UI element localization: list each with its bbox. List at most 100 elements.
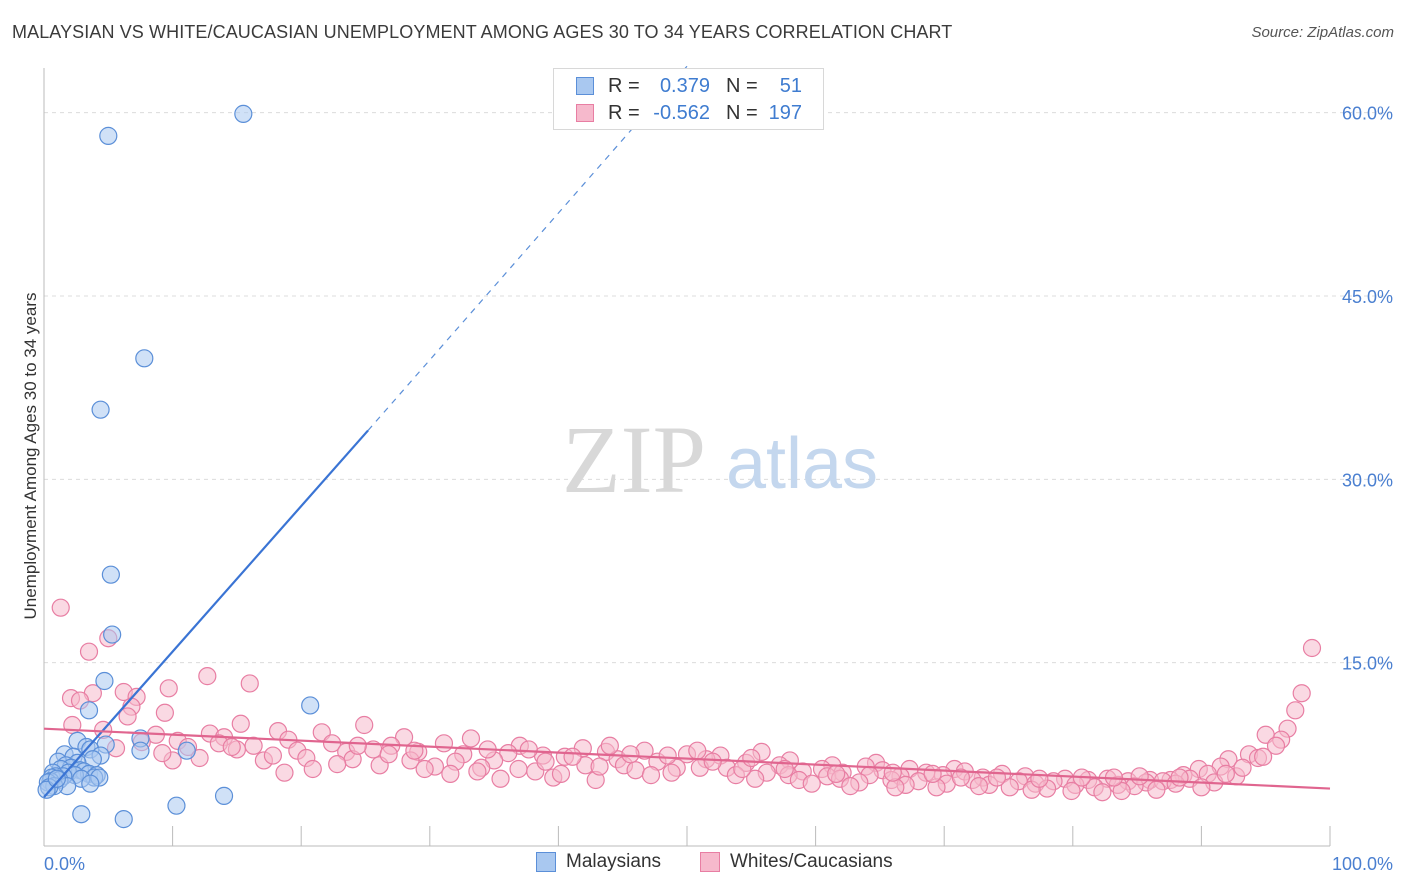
white-point (441, 764, 460, 783)
white-point (1062, 781, 1081, 801)
white-point (509, 759, 528, 779)
r-label: R = (608, 101, 640, 124)
malaysian-point (99, 126, 118, 145)
white-point (703, 752, 722, 771)
trend-lines (43, 65, 1331, 798)
malaysian-point (103, 625, 122, 644)
white-point (536, 752, 555, 771)
white-point (827, 764, 846, 783)
malaysian-point (177, 741, 196, 760)
data-points (37, 104, 1322, 829)
white-point (153, 744, 172, 763)
y-tick-label: 15.0% (1342, 654, 1393, 674)
white-point (802, 774, 821, 793)
blue-swatch (576, 77, 594, 95)
white-point (551, 764, 571, 783)
white-point (263, 746, 283, 765)
white-point (155, 703, 174, 722)
correlation-legend: R = 0.379 N = 51 R = -0.562 N = 197 (553, 68, 824, 130)
white-point (240, 674, 259, 693)
y-tick-label: 45.0% (1342, 287, 1393, 307)
white-point (658, 746, 677, 765)
n-label: N = (726, 101, 758, 124)
malaysian-point (91, 400, 110, 419)
white-point (590, 757, 609, 776)
grid-lines (44, 112, 1392, 664)
malaysian-trend-line (43, 429, 369, 798)
malaysian-point (114, 810, 133, 829)
white-point (969, 777, 989, 796)
white-point (379, 745, 398, 764)
white-point (600, 736, 619, 755)
malaysian-point (301, 696, 320, 715)
white-point (159, 679, 178, 698)
white-point (1233, 758, 1252, 777)
white-point (563, 747, 582, 766)
legend-label-whites: Whites/Caucasians (730, 851, 893, 872)
x-tick-label: 100.0% (1332, 854, 1393, 874)
malaysian-point (131, 741, 150, 760)
malaysian-point (214, 786, 234, 805)
white-point (434, 734, 454, 753)
r-value: -0.562 (653, 101, 710, 124)
white-point (198, 667, 217, 686)
legend-item-whites[interactable]: Whites/Caucasians (700, 851, 893, 873)
white-point (621, 745, 640, 764)
malaysian-point (234, 104, 253, 123)
white-point (468, 762, 487, 781)
white-point (303, 759, 322, 779)
white-point (461, 729, 481, 748)
malaysian-point (79, 701, 99, 720)
white-point (244, 736, 263, 755)
white-point (883, 763, 902, 782)
white-point (415, 759, 434, 779)
white-point (355, 715, 374, 735)
white-point (491, 769, 510, 788)
white-point (1292, 684, 1311, 703)
malaysian-trend-extension (367, 65, 688, 431)
white-point (841, 777, 860, 796)
n-value: 197 (768, 101, 802, 124)
pink-swatch (576, 104, 594, 122)
white-point (328, 755, 347, 774)
malaysian-point (101, 565, 120, 584)
white-point (499, 744, 518, 763)
y-axis-label: Unemployment Among Ages 30 to 34 years (21, 292, 40, 620)
white-point (1147, 780, 1166, 799)
white-point (626, 761, 645, 780)
white-point (275, 763, 294, 782)
legend-item-malaysians[interactable]: Malaysians (536, 851, 661, 873)
axes (43, 68, 1331, 847)
white-point (519, 740, 538, 759)
white-point (79, 642, 99, 661)
white-point (1254, 747, 1273, 766)
watermark: ZIP atlas (562, 406, 878, 513)
white-point (641, 766, 661, 785)
watermark-zip: ZIP (562, 406, 706, 513)
white-point (742, 748, 761, 768)
n-label: N = (726, 74, 758, 97)
malaysian-point (47, 769, 66, 788)
white-point (688, 741, 707, 760)
source-label: Source: ZipAtlas.com (1251, 24, 1394, 41)
legend-label-malaysians: Malaysians (566, 851, 662, 872)
tick-labels: 15.0% 30.0% 45.0% 60.0% 0.0% 100.0% (44, 104, 1393, 874)
white-point (1266, 736, 1286, 755)
white-point (51, 598, 70, 617)
white-point (1170, 768, 1189, 787)
y-tick-label: 30.0% (1342, 470, 1393, 490)
white-point (775, 759, 794, 779)
white-point (118, 707, 137, 726)
white-point (662, 763, 681, 782)
white-point (1112, 781, 1131, 801)
white-point (923, 764, 942, 783)
white-point (348, 736, 367, 755)
white-point (987, 768, 1007, 787)
chart-title: MALAYSIAN VS WHITE/CAUCASIAN UNEMPLOYMEN… (12, 22, 953, 42)
white-point (746, 769, 765, 788)
white-point (1216, 764, 1235, 783)
white-point (231, 714, 250, 733)
white-trend-line (43, 727, 1331, 790)
white-point (951, 768, 971, 787)
